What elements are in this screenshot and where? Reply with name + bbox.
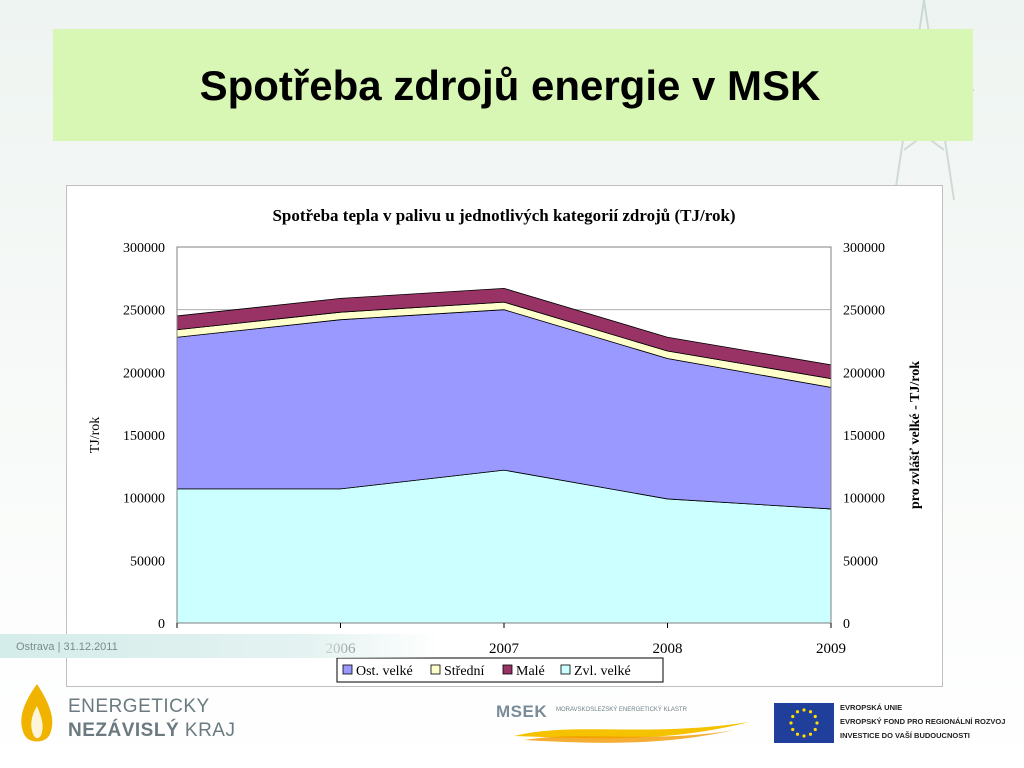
y2-tick-label: 200000 bbox=[843, 366, 885, 381]
eu-star-icon bbox=[791, 727, 795, 732]
eu-line2: EVROPSKÝ FOND PRO REGIONÁLNÍ ROZVOJ bbox=[840, 717, 1006, 726]
eu-star-icon bbox=[808, 710, 813, 714]
eu-line3: INVESTICE DO VAŠÍ BUDOUCNOSTI bbox=[840, 731, 970, 740]
eu-star-icon bbox=[789, 721, 793, 725]
legend-swatch bbox=[502, 664, 513, 675]
eu-star-icon bbox=[795, 732, 800, 736]
y-tick-label: 250000 bbox=[123, 304, 165, 319]
y-axis-label: TJ/rok bbox=[88, 417, 103, 454]
logo-line2-rest: KRAJ bbox=[179, 720, 236, 741]
msek-swoosh-icon bbox=[514, 722, 749, 743]
eu-line1: EVROPSKÁ UNIE bbox=[840, 703, 903, 712]
logo-line2-bold: NEZÁVISLÝ bbox=[68, 720, 180, 741]
y-tick-label: 100000 bbox=[123, 492, 165, 507]
y-tick-label: 150000 bbox=[123, 429, 165, 444]
chart-frame: Spotřeba tepla v palivu u jednotlivých k… bbox=[66, 185, 943, 687]
eu-logo: EVROPSKÁ UNIE EVROPSKÝ FOND PRO REGIONÁL… bbox=[774, 701, 1014, 746]
msek-subtitle: MORAVSKOSLEZSKÝ ENERGETICKÝ KLASTR bbox=[556, 707, 687, 713]
y-tick-label: 0 bbox=[158, 617, 165, 632]
flame-icon bbox=[21, 684, 53, 742]
y-tick-label: 300000 bbox=[123, 241, 165, 256]
eu-star-icon bbox=[813, 714, 817, 719]
y2-tick-label: 250000 bbox=[843, 304, 885, 319]
x-tick-label: 2009 bbox=[816, 641, 846, 657]
legend-label: Ost. velké bbox=[356, 664, 413, 679]
msek-logo: MSEK MORAVSKOSLEZSKÝ ENERGETICKÝ KLASTR bbox=[494, 700, 754, 745]
footer-band bbox=[0, 634, 440, 658]
eu-star-icon bbox=[813, 727, 817, 732]
energeticky-kraj-logo: ENERGETICKY NEZÁVISLÝ KRAJ bbox=[12, 680, 242, 750]
legend-label: Zvl. velké bbox=[574, 664, 631, 679]
chart-title: Spotřeba tepla v palivu u jednotlivých k… bbox=[272, 206, 735, 225]
area-chart: Spotřeba tepla v palivu u jednotlivých k… bbox=[88, 206, 923, 683]
eu-star-icon bbox=[802, 734, 806, 738]
msek-name: MSEK bbox=[496, 702, 548, 721]
eu-star-icon bbox=[808, 732, 813, 736]
legend-box bbox=[336, 657, 664, 683]
eu-star-icon bbox=[795, 710, 800, 714]
y-tick-label: 50000 bbox=[130, 554, 165, 569]
legend-label: Střední bbox=[444, 664, 485, 679]
legend-swatch bbox=[560, 664, 571, 675]
eu-star-icon bbox=[791, 714, 795, 719]
y-tick-label: 200000 bbox=[123, 366, 165, 381]
y2-tick-label: 300000 bbox=[843, 241, 885, 256]
x-tick-label: 2008 bbox=[653, 641, 683, 657]
slide-title: Spotřeba zdrojů energie v MSK bbox=[199, 62, 821, 109]
logo-line2: NEZÁVISLÝ KRAJ bbox=[68, 720, 235, 742]
y2-tick-label: 50000 bbox=[843, 554, 878, 569]
eu-star-icon bbox=[802, 708, 806, 712]
legend-swatch bbox=[342, 664, 353, 675]
legend-label: Malé bbox=[516, 664, 545, 679]
y2-tick-label: 150000 bbox=[843, 429, 885, 444]
footer-date: Ostrava | 31.12.2011 bbox=[16, 641, 118, 653]
legend-swatch bbox=[430, 664, 441, 675]
y2-tick-label: 100000 bbox=[843, 492, 885, 507]
eu-flag-icon bbox=[774, 703, 834, 743]
y2-tick-label: 0 bbox=[843, 617, 850, 632]
x-tick-label: 2007 bbox=[489, 641, 520, 657]
title-band bbox=[53, 29, 973, 141]
y2-axis-label: pro zvlášť velké - TJ/rok bbox=[908, 361, 923, 509]
eu-star-icon bbox=[815, 721, 819, 725]
logo-line1: ENERGETICKY bbox=[68, 696, 210, 717]
